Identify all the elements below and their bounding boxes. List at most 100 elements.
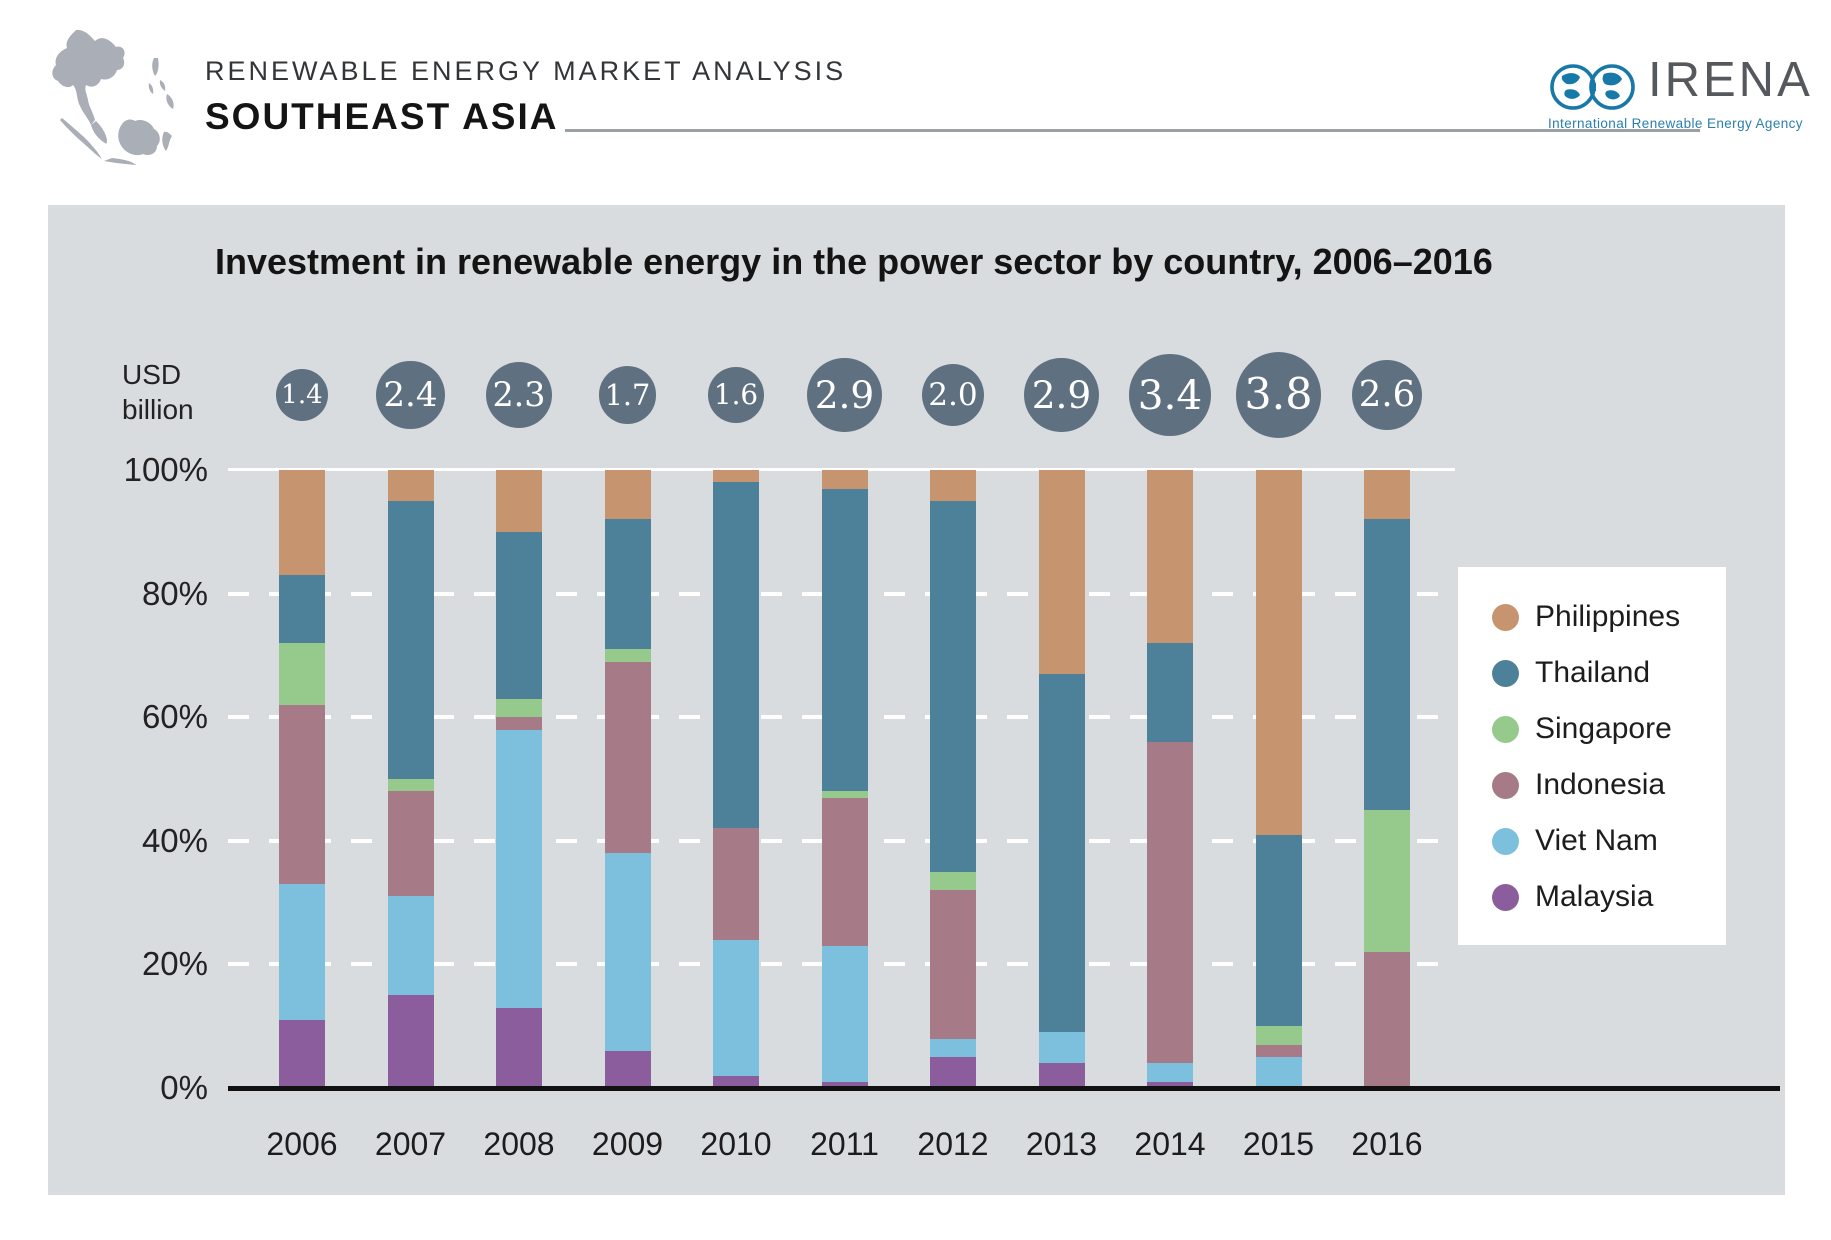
bar-segment-philippines — [930, 470, 976, 501]
bar-segment-philippines — [1255, 470, 1302, 835]
bar-segment-malaysia — [713, 1075, 759, 1088]
bar-segment-thailand — [1364, 519, 1410, 810]
year-label: 2008 — [483, 1126, 555, 1162]
year-label: 2007 — [374, 1126, 447, 1162]
legend-label: Singapore — [1535, 712, 1672, 745]
bar-segment-viet-nam — [821, 945, 868, 1082]
legend-dot — [1492, 883, 1519, 911]
total-bubble: 2.4 — [376, 360, 445, 430]
y-tick-label: 0% — [160, 1069, 208, 1106]
bar-segment-philippines — [1038, 470, 1085, 674]
bar-segment-indonesia — [604, 661, 651, 854]
legend-label: Indonesia — [1535, 768, 1666, 801]
bar-segment-philippines — [496, 470, 542, 532]
bar-segment-viet-nam — [604, 853, 651, 1051]
bar-segment-thailand — [821, 488, 868, 792]
bar-segment-viet-nam — [387, 896, 434, 996]
bar-segment-malaysia — [1147, 1081, 1193, 1088]
legend-item-indonesia: Indonesia — [1492, 757, 1726, 813]
unit-label: USD billion — [122, 359, 194, 425]
bar-2015 — [1255, 470, 1302, 1088]
report-region-title: SOUTHEAST ASIA — [205, 96, 559, 137]
legend-item-thailand: Thailand — [1492, 645, 1726, 701]
bar-segment-singapore — [1364, 809, 1410, 953]
bar-segment-indonesia — [1147, 741, 1193, 1064]
bar-segment-viet-nam — [713, 939, 759, 1076]
bar-segment-philippines — [387, 470, 434, 501]
bar-segment-singapore — [930, 871, 976, 891]
year-label: 2015 — [1242, 1126, 1315, 1162]
year-label: 2016 — [1351, 1126, 1423, 1162]
bar-segment-viet-nam — [1255, 1057, 1302, 1088]
bar-segment-thailand — [930, 500, 976, 872]
bar-2010 — [713, 470, 759, 1088]
bar-segment-viet-nam — [930, 1038, 976, 1058]
bar-segment-philippines — [821, 470, 868, 489]
bar-segment-philippines — [279, 470, 325, 576]
bar-segment-singapore — [387, 779, 434, 792]
bar-segment-thailand — [387, 500, 434, 779]
legend-item-singapore: Singapore — [1492, 701, 1726, 757]
bar-segment-thailand — [1038, 673, 1085, 1033]
bar-segment-viet-nam — [1147, 1063, 1193, 1082]
bar-2016 — [1364, 470, 1410, 1088]
total-bubble: 1.4 — [275, 368, 329, 422]
bar-segment-indonesia — [930, 890, 976, 1039]
total-bubble: 1.7 — [598, 366, 657, 424]
bar-segment-singapore — [1255, 1026, 1302, 1045]
bar-2009 — [604, 470, 651, 1088]
bar-segment-malaysia — [930, 1057, 976, 1088]
legend-label: Philippines — [1535, 600, 1681, 633]
y-tick-label: 20% — [141, 945, 208, 983]
y-tick-label: 80% — [141, 574, 208, 612]
bar-segment-malaysia — [604, 1050, 651, 1088]
year-label: 2010 — [700, 1126, 772, 1162]
bar-segment-indonesia — [279, 704, 325, 885]
bar-segment-malaysia — [387, 995, 434, 1088]
bar-segment-philippines — [1364, 470, 1410, 520]
chart-title: Investment in renewable energy in the po… — [215, 241, 1493, 282]
bar-2011 — [821, 470, 868, 1088]
irena-tagline: International Renewable Energy Agency — [1548, 116, 1803, 131]
bar-segment-viet-nam — [496, 729, 542, 1008]
legend-dot — [1492, 715, 1519, 743]
bar-segment-singapore — [604, 649, 651, 662]
bar-segment-philippines — [713, 470, 759, 483]
bar-segment-indonesia — [496, 717, 542, 730]
bar-segment-singapore — [821, 791, 868, 798]
bar-2013 — [1038, 470, 1085, 1088]
bar-segment-viet-nam — [1038, 1032, 1085, 1064]
legend-dot — [1492, 659, 1519, 687]
year-label: 2006 — [266, 1126, 338, 1162]
year-label: 2013 — [1025, 1126, 1098, 1162]
bar-segment-thailand — [1147, 643, 1193, 742]
bar-segment-singapore — [496, 698, 542, 718]
legend-dot — [1492, 827, 1519, 855]
bar-segment-indonesia — [713, 828, 759, 940]
y-tick-label: 60% — [141, 698, 208, 736]
bar-segment-malaysia — [496, 1007, 542, 1088]
legend-label: Viet Nam — [1535, 824, 1658, 857]
y-tick-label: 40% — [141, 821, 208, 859]
bar-segment-malaysia — [821, 1081, 868, 1088]
legend-dot — [1492, 603, 1519, 631]
bar-segment-indonesia — [821, 797, 868, 946]
total-bubble: 3.8 — [1235, 352, 1322, 438]
report-header: RENEWABLE ENERGY MARKET ANALYSIS SOUTHEA… — [0, 0, 1831, 205]
report-kicker: RENEWABLE ENERGY MARKET ANALYSIS — [205, 56, 847, 86]
bar-segment-indonesia — [1364, 952, 1410, 1088]
total-bubble: 2.6 — [1351, 359, 1423, 431]
legend-dot — [1492, 771, 1519, 799]
irena-wordmark: IRENA — [1648, 53, 1813, 107]
total-bubble: 1.6 — [708, 367, 764, 423]
southeast-asia-map-icon — [52, 29, 174, 165]
bar-segment-thailand — [604, 519, 651, 650]
bar-segment-malaysia — [1038, 1063, 1085, 1088]
x-axis-line — [228, 1086, 1780, 1091]
bar-segment-thailand — [1255, 834, 1302, 1027]
irena-logo: IRENA International Renewable Energy Age… — [1548, 44, 1818, 140]
irena-globes-icon — [1550, 64, 1635, 110]
legend-item-philippines: Philippines — [1492, 589, 1726, 645]
legend-item-viet-nam: Viet Nam — [1492, 813, 1726, 869]
bar-segment-philippines — [604, 470, 651, 520]
